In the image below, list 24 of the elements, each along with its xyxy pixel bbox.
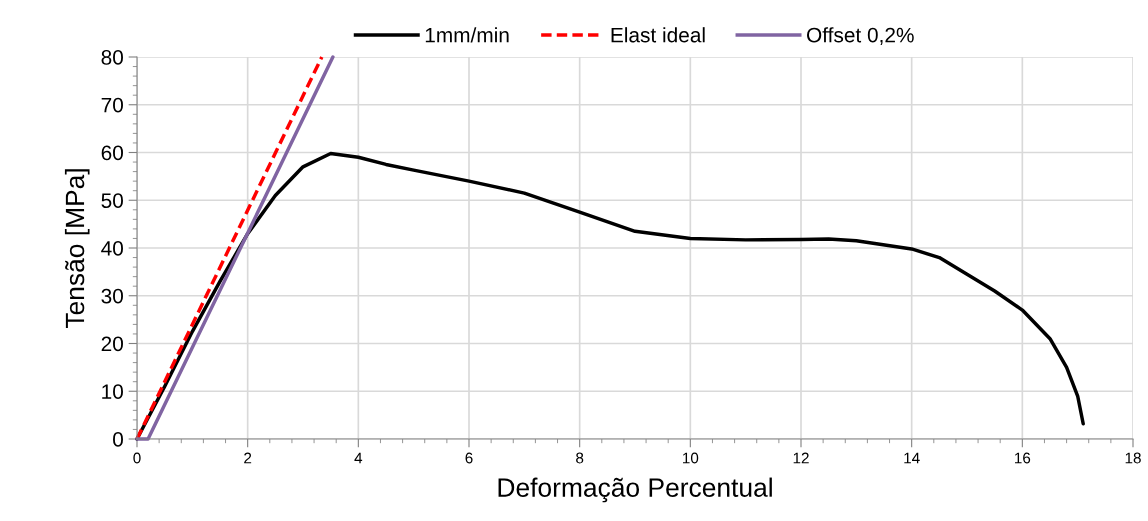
- x-tick-label: 14: [904, 452, 920, 464]
- x-tick-label: 6: [465, 452, 473, 464]
- x-tick-label: 2: [244, 452, 252, 464]
- x-tick-label: 12: [793, 452, 809, 464]
- x-tick-label: 4: [354, 452, 363, 464]
- x-tick-label: 16: [1015, 452, 1031, 464]
- x-tick-label: 18: [1125, 452, 1141, 464]
- y-tick-label: 20: [101, 336, 123, 352]
- y-tick-label: 10: [102, 384, 123, 399]
- x-axis-title: Deformação Percentual: [498, 477, 772, 503]
- y-tick-label: 50: [101, 193, 123, 208]
- x-tick-label: 10: [683, 452, 699, 464]
- y-tick-label: 30: [101, 288, 123, 304]
- x-tick-label: 8: [576, 452, 584, 464]
- legend-label: Offset 0,2%: [807, 27, 914, 45]
- y-tick-label: 70: [101, 97, 123, 113]
- x-tick-label: 0: [133, 452, 141, 464]
- y-tick-label: 60: [101, 145, 123, 161]
- legend-label: Elast ideal: [611, 27, 705, 43]
- y-tick-label: 40: [101, 241, 123, 256]
- legend-label: 1mm/min: [425, 27, 509, 43]
- y-axis-title: Tensão [MPa]: [64, 169, 90, 329]
- y-tick-label: 80: [101, 50, 123, 65]
- y-tick-label: 0: [113, 432, 123, 447]
